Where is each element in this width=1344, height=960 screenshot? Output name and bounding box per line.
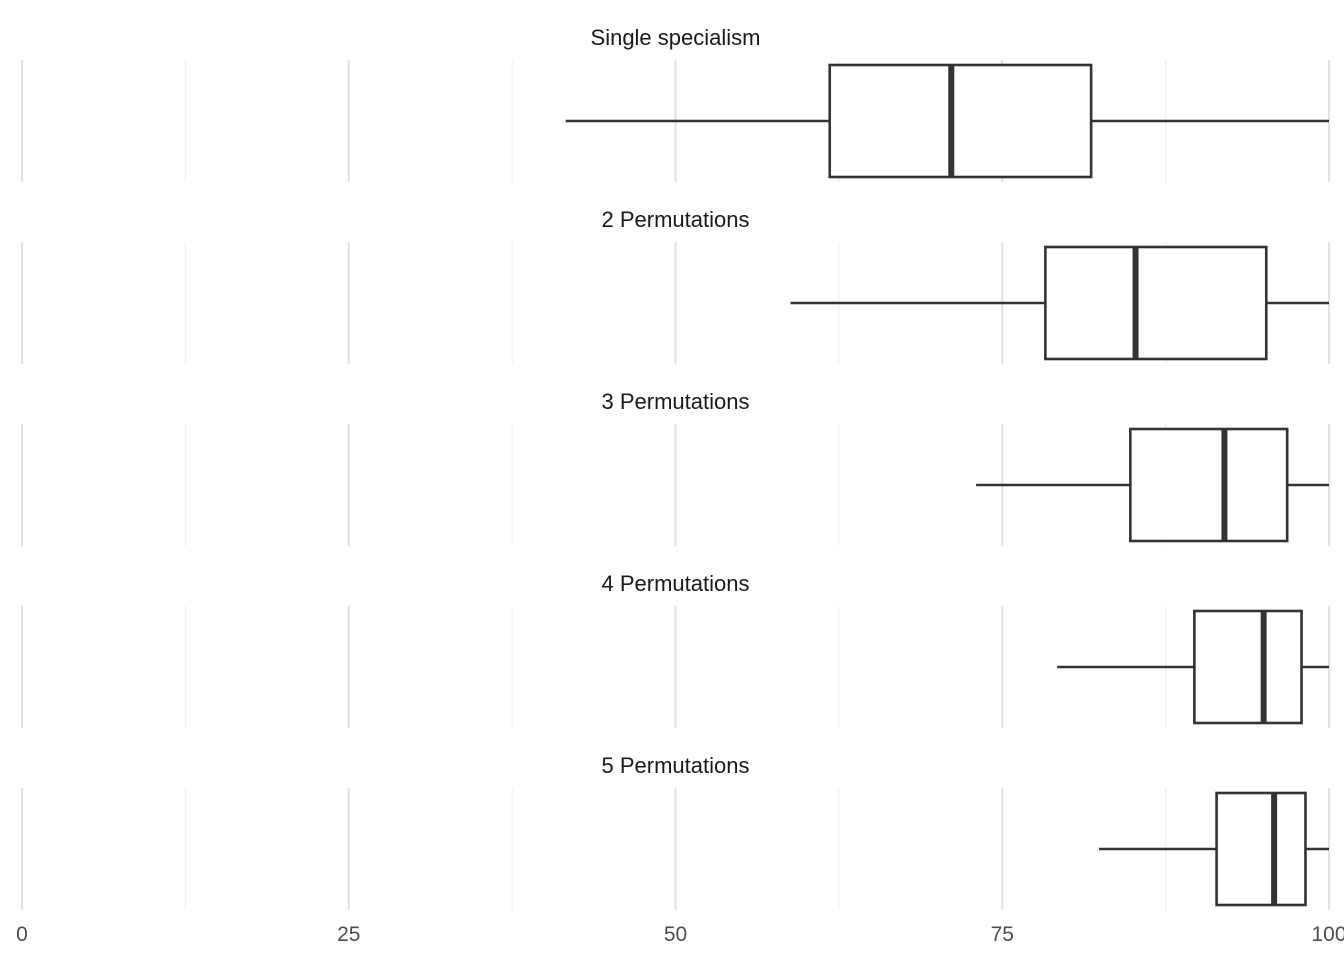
iqr-box [1129,427,1289,543]
x-tick-label: 75 [991,923,1014,946]
iqr-box [1215,791,1307,907]
x-tick-label: 50 [664,923,687,946]
iqr-box [1044,245,1268,361]
iqr-box [1193,609,1303,725]
panel-title: 2 Permutations [602,207,750,232]
x-tick-label: 100 [1311,923,1344,946]
panel-title: 4 Permutations [602,571,750,596]
panel-title: 3 Permutations [602,389,750,414]
x-tick-label: 0 [16,923,28,946]
x-tick-label: 25 [337,923,360,946]
panel-title: Single specialism [591,25,761,50]
iqr-box [828,63,1093,179]
panel-title: 5 Permutations [602,753,750,778]
